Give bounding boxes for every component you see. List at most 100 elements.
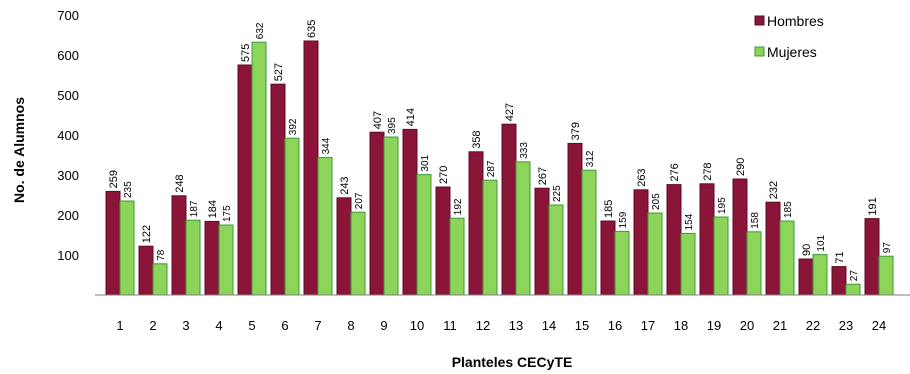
x-tick-label-2: 2 (149, 318, 156, 333)
data-label-mujeres-3: 187 (189, 200, 200, 217)
data-label-hombres-1: 259 (108, 170, 120, 188)
data-label-mujeres-19: 195 (717, 197, 728, 214)
bar-mujeres-1 (119, 200, 135, 296)
y-axis-title: No. de Alumnos (11, 97, 27, 203)
x-tick-label-23: 23 (839, 318, 853, 333)
x-tick-label-12: 12 (476, 318, 490, 333)
bar-mujeres-2 (152, 263, 168, 296)
legend-swatch-hombres (754, 15, 765, 26)
bar-mujeres-3 (185, 219, 201, 296)
bar-mujeres-7 (317, 156, 333, 296)
x-tick-label-13: 13 (509, 318, 523, 333)
data-label-hombres-12: 358 (471, 130, 483, 148)
bar-mujeres-8 (350, 211, 366, 296)
x-tick-label-15: 15 (575, 318, 589, 333)
bar-mujeres-11 (449, 217, 465, 296)
bar-mujeres-9 (383, 136, 399, 296)
bar-mujeres-23 (845, 283, 861, 296)
legend-label-hombres: Hombres (767, 13, 824, 29)
y-tick-label-500: 500 (57, 88, 79, 103)
data-label-mujeres-18: 154 (684, 213, 695, 230)
bar-hombres-14 (534, 187, 550, 296)
data-label-hombres-2: 122 (141, 225, 153, 243)
bar-hombres-20 (732, 178, 748, 296)
bar-hombres-21 (765, 201, 781, 296)
x-tick-label-11: 11 (443, 318, 457, 333)
x-tick-label-1: 1 (116, 318, 123, 333)
data-label-mujeres-20: 158 (750, 212, 761, 229)
data-label-hombres-4: 184 (207, 200, 219, 218)
bar-hombres-17 (633, 189, 649, 296)
data-label-hombres-19: 278 (702, 162, 714, 180)
y-tick-label-400: 400 (57, 128, 79, 143)
bar-mujeres-16 (614, 230, 630, 296)
data-label-mujeres-9: 395 (387, 117, 398, 134)
data-label-mujeres-16: 159 (618, 211, 629, 228)
data-label-hombres-13: 427 (504, 103, 516, 121)
bar-hombres-23 (831, 266, 847, 296)
bar-mujeres-12 (482, 179, 498, 296)
data-label-hombres-10: 414 (405, 108, 417, 126)
bar-mujeres-5 (251, 41, 267, 296)
data-label-mujeres-21: 185 (783, 201, 794, 218)
data-label-hombres-16: 185 (603, 200, 615, 218)
data-label-mujeres-15: 312 (585, 150, 596, 167)
bar-mujeres-4 (218, 224, 234, 296)
data-label-hombres-7: 635 (306, 20, 318, 38)
data-label-mujeres-1: 235 (123, 181, 134, 198)
bar-mujeres-15 (581, 169, 597, 296)
data-label-hombres-15: 379 (570, 122, 582, 140)
x-tick-label-14: 14 (542, 318, 556, 333)
bar-mujeres-17 (647, 212, 663, 296)
bar-hombres-15 (567, 142, 583, 296)
bar-mujeres-20 (746, 231, 762, 296)
data-label-mujeres-23: 27 (849, 270, 860, 282)
x-tick-label-8: 8 (347, 318, 354, 333)
x-tick-label-16: 16 (608, 318, 622, 333)
x-tick-label-3: 3 (182, 318, 189, 333)
x-tick-labels: 1 2 3 4 5 6 7 8 9 10 11 12 13 14 15 16 17 18 19 20 21 22 23 24 (116, 318, 886, 333)
data-label-mujeres-5: 632 (255, 22, 266, 39)
x-axis-title: Planteles CECyTE (452, 354, 573, 370)
bar-hombres-9 (369, 131, 385, 296)
bar-mujeres-10 (416, 174, 432, 296)
data-label-hombres-9: 407 (372, 111, 384, 129)
data-label-hombres-23: 71 (834, 251, 846, 263)
bar-mujeres-18 (680, 232, 696, 296)
bar-hombres-5 (237, 64, 253, 296)
data-label-mujeres-2: 78 (156, 249, 167, 261)
data-label-hombres-14: 267 (537, 167, 549, 185)
x-tick-label-24: 24 (872, 318, 886, 333)
data-label-mujeres-12: 287 (486, 160, 497, 177)
x-tick-label-4: 4 (215, 318, 222, 333)
bar-mujeres-24 (878, 255, 894, 296)
data-label-hombres-20: 290 (735, 158, 747, 176)
bar-hombres-10 (402, 128, 418, 296)
x-tick-label-22: 22 (806, 318, 820, 333)
x-tick-label-9: 9 (380, 318, 387, 333)
bar-hombres-1 (105, 190, 121, 296)
data-label-hombres-6: 527 (273, 63, 285, 81)
bar-hombres-12 (468, 151, 484, 296)
x-tick-label-7: 7 (314, 318, 321, 333)
x-tick-label-6: 6 (281, 318, 288, 333)
data-label-mujeres-22: 101 (816, 234, 827, 251)
bar-hombres-16 (600, 220, 616, 296)
x-tick-label-20: 20 (740, 318, 754, 333)
bar-hombres-18 (666, 184, 682, 296)
data-label-hombres-11: 270 (438, 166, 450, 184)
x-tick-label-18: 18 (674, 318, 688, 333)
bar-mujeres-22 (812, 254, 828, 296)
legend: Hombres Mujeres (754, 13, 824, 60)
y-tick-labels: 100 200 300 400 500 600 700 (57, 8, 79, 263)
data-label-mujeres-13: 333 (519, 142, 530, 159)
bar-mujeres-6 (284, 137, 300, 296)
data-label-hombres-8: 243 (339, 176, 351, 194)
bar-hombres-2 (138, 245, 154, 296)
bar-hombres-6 (270, 83, 286, 296)
x-tick-label-19: 19 (707, 318, 721, 333)
y-tick-label-100: 100 (57, 248, 79, 263)
y-tick-label-600: 600 (57, 48, 79, 63)
x-tick-label-10: 10 (410, 318, 424, 333)
